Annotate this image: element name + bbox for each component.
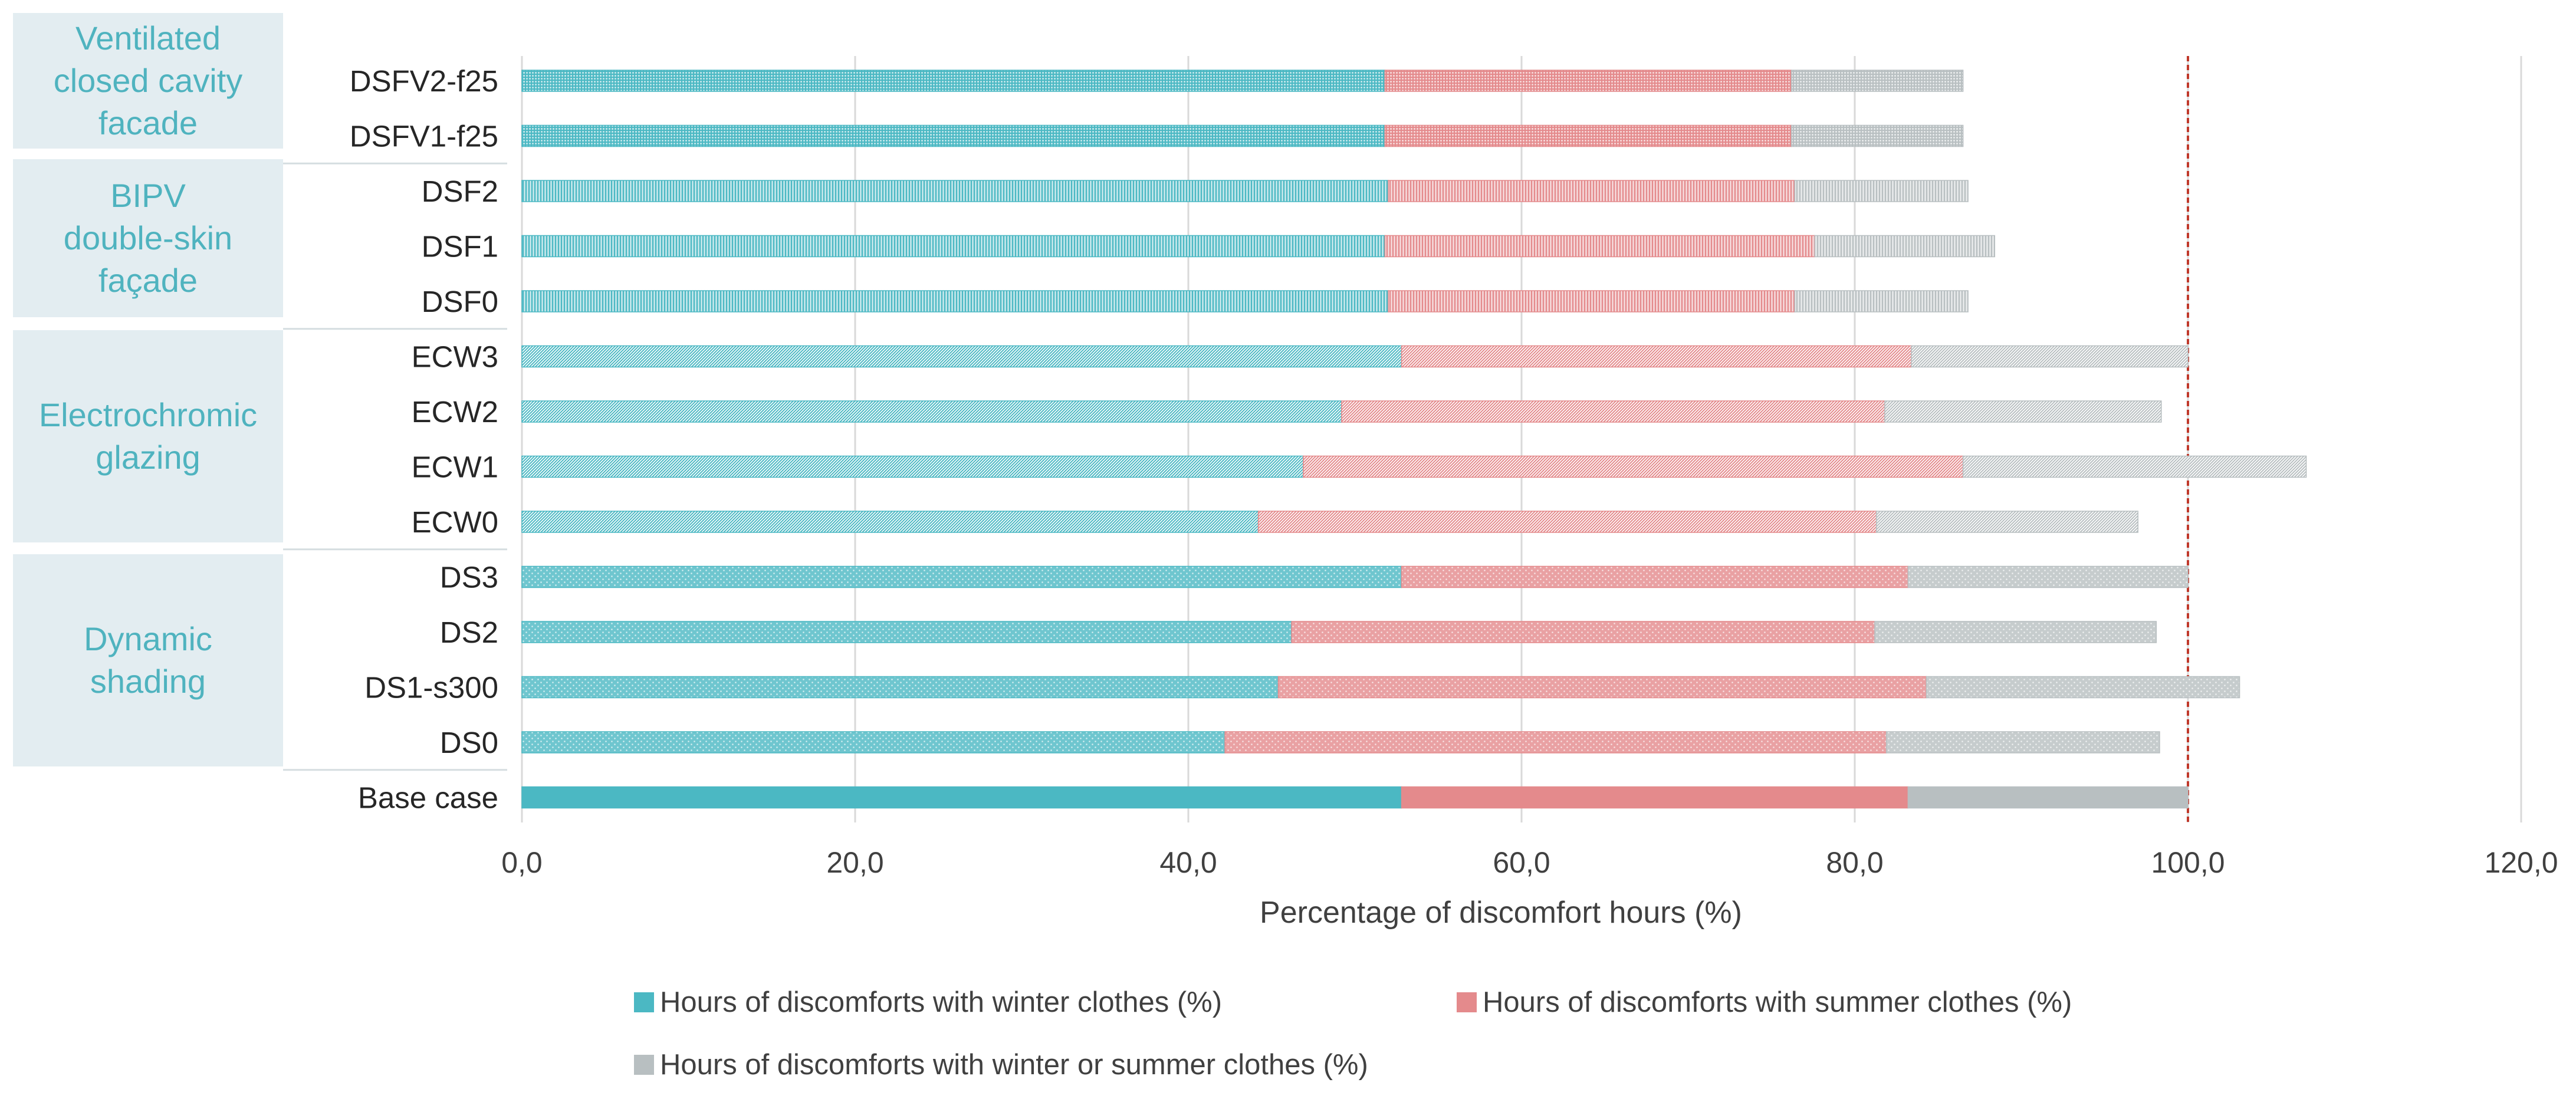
group-label-dynamic: Dynamic shading — [13, 554, 283, 766]
bar-winter — [521, 400, 1342, 423]
legend-label-either: Hours of discomforts with winter or summ… — [660, 1049, 1368, 1081]
bar-summer — [1277, 676, 1927, 699]
bar-either — [1926, 676, 2240, 699]
bar-either — [1875, 511, 2139, 533]
bar-either — [1884, 400, 2162, 423]
bar-winter — [521, 180, 1389, 202]
bar-winter — [521, 70, 1386, 92]
y-tick-label: DSF2 — [422, 175, 498, 208]
bar-winter — [521, 786, 1402, 809]
y-tick-label: ECW2 — [412, 395, 498, 429]
bar-summer — [1388, 180, 1796, 202]
x-tick-label: 40,0 — [1159, 846, 1217, 879]
bar-summer — [1291, 621, 1875, 643]
bar-summer — [1341, 400, 1885, 423]
bar-summer — [1384, 70, 1792, 92]
x-tick-label: 120,0 — [2484, 846, 2558, 879]
bar-winter — [521, 455, 1304, 478]
x-tick-label: 80,0 — [1826, 846, 1883, 879]
legend-label-winter: Hours of discomforts with winter clothes… — [660, 986, 1223, 1018]
x-tick-label: 60,0 — [1493, 846, 1550, 879]
group-label-electrochromic: Electrochromic glazing — [13, 330, 283, 542]
bar-winter — [521, 345, 1402, 368]
bar-winter — [521, 511, 1259, 533]
bar-summer — [1401, 345, 1912, 368]
group-label-bipv: BIPV double-skin façade — [13, 159, 283, 317]
bar-either — [1907, 786, 2189, 809]
y-tick-label: ECW3 — [412, 340, 498, 374]
group-label-ventilated: Ventilated closed cavity facade — [13, 13, 283, 149]
x-tick-label: 0,0 — [501, 846, 543, 879]
legend-label-summer: Hours of discomforts with summer clothes… — [1483, 986, 2072, 1018]
bar-either — [1794, 180, 1969, 202]
y-tick-label: DSF0 — [422, 285, 498, 318]
bar-winter — [521, 676, 1279, 699]
y-tick-label: DSFV2-f25 — [350, 64, 498, 98]
bar-winter — [521, 731, 1225, 753]
bar-either — [1874, 621, 2157, 643]
x-tick-label: 100,0 — [2151, 846, 2225, 879]
y-tick-label: DS1-s300 — [364, 671, 498, 705]
bar-summer — [1401, 565, 1909, 588]
y-tick-label: DSFV1-f25 — [350, 120, 498, 153]
bar-either — [1790, 124, 1964, 147]
bar-summer — [1303, 455, 1964, 478]
bar-summer — [1384, 124, 1792, 147]
legend-item-summer: Hours of discomforts with summer clothes… — [1457, 986, 2072, 1019]
bar-summer — [1401, 786, 1909, 809]
bar-summer — [1224, 731, 1887, 753]
y-tick-label: DSF1 — [422, 230, 498, 264]
legend-item-winter: Hours of discomforts with winter clothes… — [634, 986, 1222, 1019]
bar-either — [1907, 565, 2189, 588]
bar-winter — [521, 565, 1402, 588]
y-tick-label: DS2 — [440, 616, 498, 649]
y-tick-label: ECW0 — [412, 505, 498, 539]
x-tick-label: 20,0 — [826, 846, 883, 879]
x-axis-label: Percentage of discomfort hours (%) — [1260, 896, 1742, 930]
bar-either — [1790, 70, 1964, 92]
y-tick-label: ECW1 — [412, 450, 498, 484]
legend-swatch-summer — [1457, 992, 1477, 1012]
bar-either — [1911, 345, 2189, 368]
legend-item-either: Hours of discomforts with winter or summ… — [634, 1048, 1368, 1081]
y-tick-label: DS3 — [440, 561, 498, 594]
bar-winter — [521, 235, 1386, 258]
bar-either — [1962, 455, 2307, 478]
bar-summer — [1384, 235, 1815, 258]
legend-swatch-winter — [634, 992, 654, 1012]
bar-summer — [1257, 511, 1877, 533]
y-tick-label: DS0 — [440, 726, 498, 759]
bar-summer — [1388, 290, 1796, 312]
bar-either — [1794, 290, 1969, 312]
y-tick-label: Base case — [358, 781, 498, 815]
bar-winter — [521, 124, 1386, 147]
bar-winter — [521, 290, 1389, 312]
bar-winter — [521, 621, 1292, 643]
legend-swatch-either — [634, 1055, 654, 1075]
bar-either — [1814, 235, 1996, 258]
bar-either — [1885, 731, 2160, 753]
